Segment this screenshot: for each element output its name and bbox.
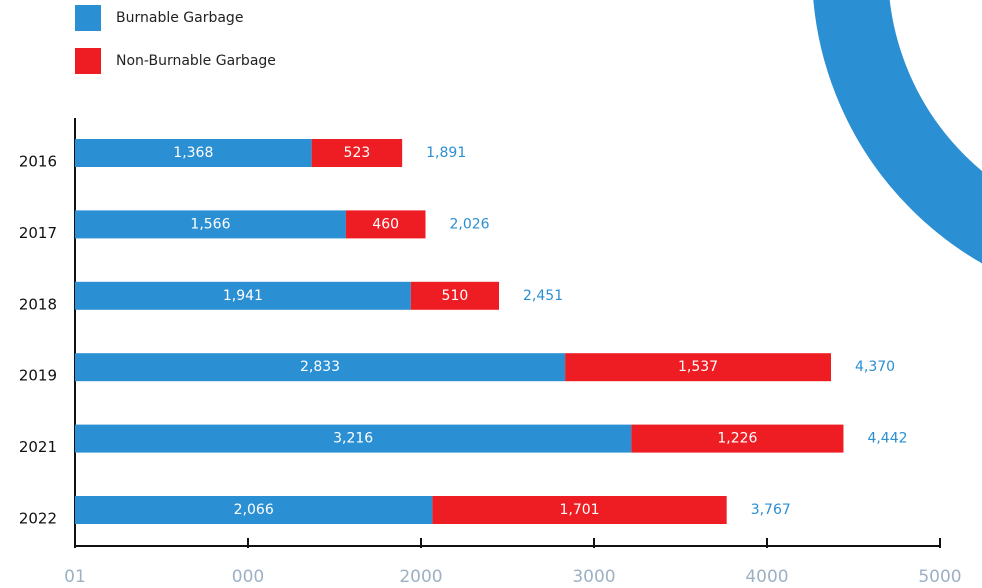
x-tick-label: 5000	[918, 567, 961, 587]
bar-value-label: 1,701	[560, 502, 600, 518]
bar-segment	[311, 139, 403, 167]
bar-value-label: 1,226	[717, 431, 757, 447]
bar-value-label: 1,368	[173, 145, 213, 161]
legend-label: Non-Burnable Garbage	[116, 53, 276, 69]
x-tick-label: 000	[232, 567, 264, 587]
bar-segment	[75, 210, 346, 239]
bar-segment	[75, 496, 433, 524]
bar-segment	[75, 281, 411, 310]
bar-value-label: 2,066	[234, 502, 274, 518]
bar-value-label: 2,833	[300, 359, 340, 375]
bar-value-label: 510	[442, 288, 469, 304]
x-tick-label: 2000	[399, 567, 442, 587]
x-tick-label: 4000	[745, 567, 788, 587]
bar-value-label: 1,941	[223, 288, 263, 304]
bar-segment	[565, 353, 832, 382]
total-label: 2,451	[523, 288, 563, 304]
y-tick-label: 2021	[19, 438, 57, 456]
total-label: 2,026	[449, 216, 489, 232]
legend-swatch	[75, 5, 101, 31]
bar-segment	[75, 424, 632, 453]
y-tick-label: 2019	[19, 367, 57, 385]
bar-segment	[75, 353, 566, 382]
y-tick-label: 2017	[19, 224, 57, 242]
bar-segment	[75, 139, 312, 167]
x-tick-label: 01	[64, 567, 86, 587]
bar-value-label: 460	[372, 216, 399, 232]
bar-segment	[410, 281, 500, 310]
total-label: 4,442	[867, 431, 907, 447]
y-tick-label: 2022	[19, 510, 57, 528]
bar-segment	[631, 424, 844, 453]
bar-value-label: 3,216	[333, 431, 373, 447]
x-tick-label: 3000	[572, 567, 615, 587]
total-label: 4,370	[855, 359, 895, 375]
bar-segment	[345, 210, 426, 239]
bar-value-label: 1,537	[678, 359, 718, 375]
y-tick-label: 2016	[19, 153, 57, 171]
total-label: 3,767	[751, 502, 791, 518]
legend-label: Burnable Garbage	[116, 10, 243, 26]
legend-swatch	[75, 48, 101, 74]
bar-value-label: 523	[344, 145, 371, 161]
decorative-arc	[813, 0, 982, 264]
bar-value-label: 1,566	[190, 216, 230, 232]
y-tick-label: 2018	[19, 295, 57, 313]
bar-segment	[432, 496, 727, 524]
total-label: 1,891	[426, 145, 466, 161]
